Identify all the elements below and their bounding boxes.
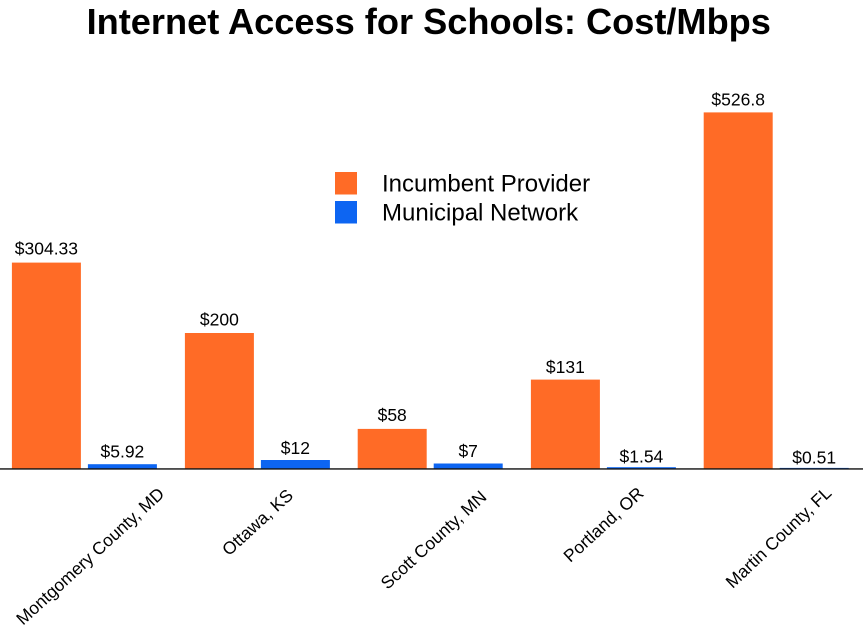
svg-text:Ottawa, KS: Ottawa, KS — [218, 485, 297, 560]
svg-text:Martin County, FL: Martin County, FL — [722, 483, 836, 593]
svg-text:$58: $58 — [378, 405, 407, 425]
svg-text:$12: $12 — [281, 438, 310, 458]
svg-text:Incumbent Provider: Incumbent Provider — [382, 171, 590, 198]
svg-text:$200: $200 — [200, 310, 239, 330]
svg-text:Internet Access for Schools: C: Internet Access for Schools: Cost/Mbps — [87, 1, 771, 42]
svg-text:$0.51: $0.51 — [792, 448, 836, 468]
svg-text:Montgomery County, MD: Montgomery County, MD — [12, 484, 168, 629]
svg-text:$304.33: $304.33 — [15, 239, 78, 259]
svg-text:$7: $7 — [458, 441, 477, 461]
svg-text:$131: $131 — [546, 357, 585, 377]
svg-text:Portland, OR: Portland, OR — [559, 483, 647, 566]
svg-text:Municipal Network: Municipal Network — [382, 199, 579, 226]
svg-text:$1.54: $1.54 — [620, 447, 664, 467]
svg-text:Scott County, MN: Scott County, MN — [377, 487, 491, 594]
svg-text:$5.92: $5.92 — [101, 441, 145, 461]
svg-text:$526.8: $526.8 — [711, 89, 765, 109]
